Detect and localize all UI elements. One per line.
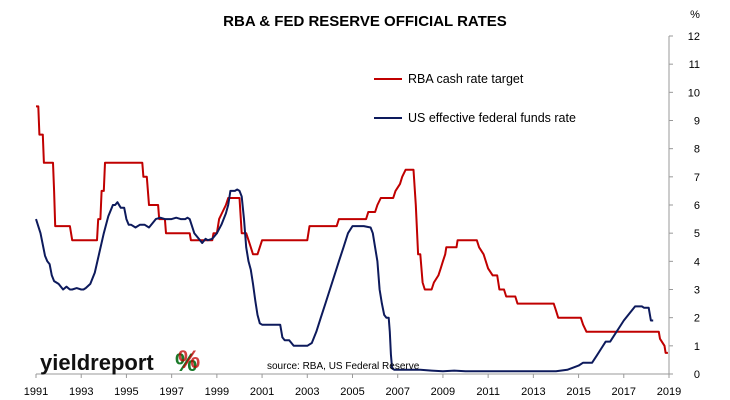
x-tick-label: 2015: [566, 386, 590, 398]
x-tick-label: 1993: [69, 386, 93, 398]
logo-percent-green: %: [175, 349, 197, 377]
legend-label-rba: RBA cash rate target: [408, 72, 524, 86]
y-tick-label: 6: [694, 200, 700, 212]
logo-word-yield: yield: [40, 350, 90, 375]
y-tick-label: 0: [694, 369, 700, 381]
x-tick-label: 2011: [476, 386, 500, 398]
x-tick-label: 2007: [385, 386, 409, 398]
rba-cash-rate-line: [36, 105, 668, 354]
x-tick-label: 1997: [159, 386, 183, 398]
logo-word-report: report: [90, 350, 154, 375]
x-tick-label: 2005: [340, 386, 364, 398]
x-tick-labels: 1991 1993 1995 1997 1999 2001 2003 2005 2007 2009…: [24, 374, 681, 398]
y-tick-label: 4: [694, 256, 700, 268]
x-tick-label: 1991: [24, 386, 48, 398]
legend: RBA cash rate target US effective federa…: [374, 72, 576, 125]
y-tick-label: 2: [694, 313, 700, 325]
y-tick-label: 3: [694, 285, 700, 297]
yieldreport-logo: yieldreport % %: [40, 346, 200, 377]
x-tick-label: 1995: [114, 386, 138, 398]
y-tick-label: 11: [689, 59, 700, 71]
x-tick-label: 1999: [205, 386, 229, 398]
y-tick-label: 7: [694, 172, 700, 184]
y-tick-label: 10: [688, 87, 700, 99]
x-tick-label: 2019: [657, 386, 681, 398]
us-fed-funds-rate-line: [35, 188, 654, 373]
source-note: source: RBA, US Federal Reserve: [267, 361, 420, 372]
series-lines: [35, 105, 668, 373]
y-tick-label: 12: [688, 31, 700, 43]
x-tick-label: 2009: [431, 386, 455, 398]
x-tick-label: 2017: [612, 386, 636, 398]
y-axis-unit: %: [690, 9, 700, 21]
y-tick-label: 1: [694, 341, 700, 353]
y-tick-label: 5: [694, 228, 700, 240]
x-tick-label: 2013: [521, 386, 545, 398]
x-tick-label: 2003: [295, 386, 319, 398]
x-tick-label: 2001: [250, 386, 274, 398]
chart-title: RBA & FED RESERVE OFFICIAL RATES: [223, 13, 507, 30]
y-tick-label: 8: [694, 144, 700, 156]
y-tick-label: 9: [694, 116, 700, 128]
legend-label-fed: US effective federal funds rate: [408, 111, 576, 125]
logo-percent-red: %: [178, 346, 200, 374]
logo-text: yieldreport: [40, 350, 154, 375]
